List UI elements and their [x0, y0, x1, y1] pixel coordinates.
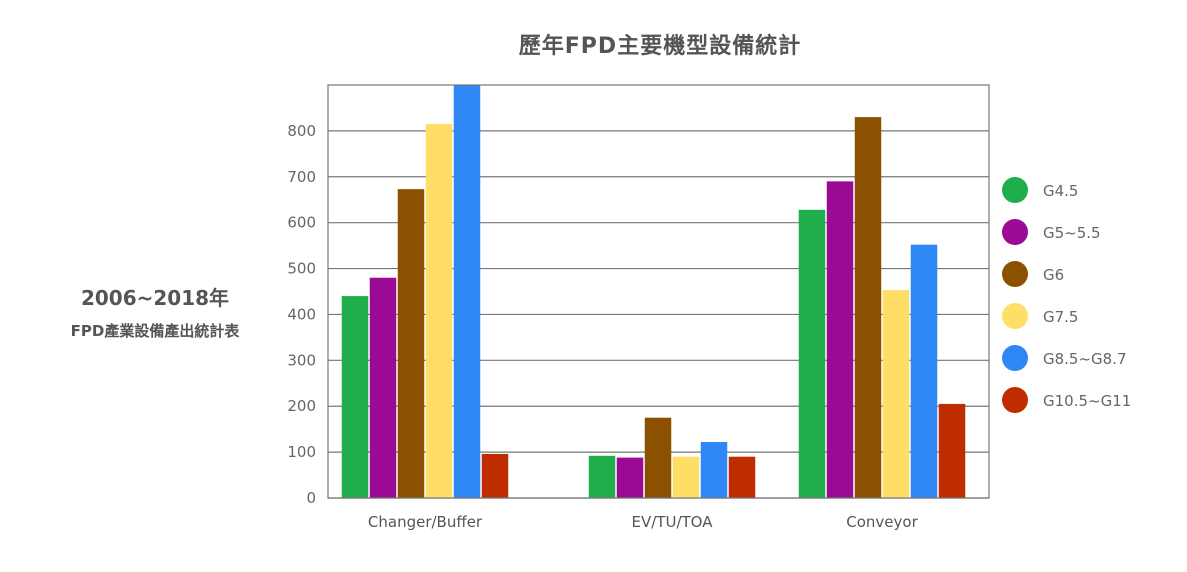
x-category-label: Changer/Buffer: [368, 513, 483, 531]
bar: [425, 124, 453, 498]
y-tick-label: 300: [287, 351, 316, 369]
bar: [826, 181, 854, 498]
side-label-description: FPD產業設備產出統計表: [70, 322, 240, 340]
y-tick-label: 600: [287, 214, 316, 232]
x-category-label: Conveyor: [846, 513, 918, 531]
x-category-label: EV/TU/TOA: [632, 513, 714, 531]
y-tick-label: 400: [287, 305, 316, 323]
bar: [481, 453, 509, 498]
y-tick-label: 700: [287, 168, 316, 186]
legend-swatch: [1002, 387, 1028, 413]
axes: 0 100 200 300 400 500 600 700 800 Changer/Buffer E…: [287, 84, 990, 531]
bar: [910, 244, 938, 498]
legend-label: G5~5.5: [1043, 224, 1101, 242]
legend-label: G4.5: [1043, 182, 1078, 200]
y-tick-label: 800: [287, 122, 316, 140]
chart-title: 歷年FPD主要機型設備統計: [518, 34, 802, 59]
y-tick-label: 200: [287, 397, 316, 415]
bar: [369, 277, 397, 498]
bar: [588, 455, 616, 498]
plot-frame: [327, 84, 990, 499]
bar: [854, 117, 882, 498]
bar: [882, 290, 910, 498]
bar: [728, 456, 756, 498]
y-tick-label: 500: [287, 260, 316, 278]
bar: [700, 442, 728, 498]
bar: [397, 189, 425, 498]
legend-swatch: [1002, 219, 1028, 245]
legend-label: G6: [1043, 266, 1064, 284]
y-tick-label: 100: [287, 443, 316, 461]
bar: [453, 85, 481, 498]
legend-swatch: [1002, 177, 1028, 203]
legend-label: G7.5: [1043, 308, 1078, 326]
legend-label: G10.5~G11: [1043, 392, 1131, 410]
bar: [616, 457, 644, 498]
bar: [341, 296, 369, 498]
y-tick-label: 0: [306, 489, 316, 507]
legend: G4.5 G5~5.5 G6 G7.5 G8.5~G8.7 G10.5~G11: [1002, 177, 1131, 413]
legend-swatch: [1002, 261, 1028, 287]
legend-label: G8.5~G8.7: [1043, 350, 1127, 368]
bar: [798, 209, 826, 498]
side-label-years: 2006~2018年: [80, 286, 230, 310]
legend-swatch: [1002, 303, 1028, 329]
bar: [644, 417, 672, 498]
bar: [672, 456, 700, 498]
legend-swatch: [1002, 345, 1028, 371]
bar: [938, 403, 966, 498]
bars: [341, 85, 966, 498]
